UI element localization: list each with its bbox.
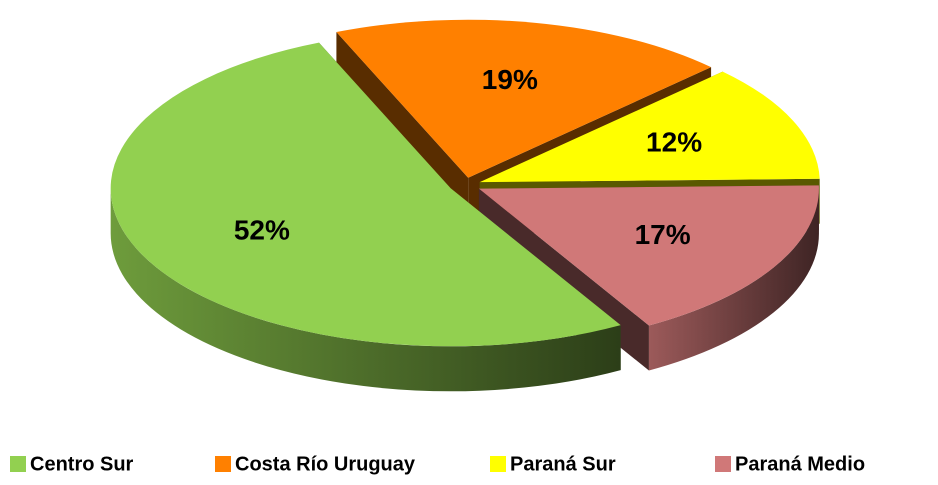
data-label: 52% <box>234 214 290 245</box>
slice-side <box>648 188 819 371</box>
legend-swatch <box>490 456 506 472</box>
legend-swatch <box>10 456 26 472</box>
slice <box>479 71 820 183</box>
legend-label: Costa Río Uruguay <box>235 453 416 475</box>
legend-swatch <box>215 456 231 472</box>
data-label: 12% <box>646 127 702 158</box>
data-label: 19% <box>482 64 538 95</box>
data-label: 17% <box>635 219 691 250</box>
slice-side <box>110 188 621 392</box>
slice <box>336 19 712 178</box>
legend-label: Centro Sur <box>30 453 134 475</box>
legend-label: Paraná Sur <box>510 453 616 475</box>
slice <box>478 185 819 326</box>
legend-swatch <box>715 456 731 472</box>
slice <box>110 42 621 347</box>
legend-label: Paraná Medio <box>735 453 865 475</box>
